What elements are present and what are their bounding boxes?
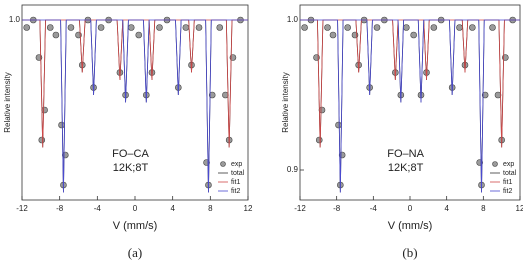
x-tick-label: 4 [170, 204, 175, 213]
data-point [489, 24, 496, 31]
data-point [195, 24, 203, 31]
x-tick-label: -12 [16, 204, 28, 213]
legend-marker [220, 161, 226, 167]
x-tick-label: -12 [294, 204, 306, 213]
annotation: 12K;8T [113, 162, 149, 174]
x-axis-label: V (mm/s) [388, 220, 433, 232]
data-point [38, 136, 46, 144]
y-axis-label: Relative intensity [3, 72, 12, 132]
data-point [329, 31, 337, 39]
legend-label: exp [503, 161, 514, 168]
legend-label: fit2 [503, 188, 512, 195]
fit-line [300, 19, 520, 193]
data-point [410, 31, 417, 39]
data-point [301, 24, 308, 31]
data-point [494, 91, 502, 99]
data-point [135, 31, 143, 39]
data-point [156, 24, 163, 31]
x-tick-label: 0 [133, 204, 138, 213]
annotation: FO–CA [112, 148, 149, 160]
fit-line [22, 19, 248, 193]
panel-label: (a) [128, 245, 142, 260]
data-point [315, 136, 323, 144]
x-tick-label: 8 [208, 204, 213, 213]
data-point [430, 24, 438, 31]
fit-line [22, 19, 248, 148]
y-axis-label: Relative intensity [281, 72, 290, 132]
y-tick-label: 0.9 [287, 165, 299, 174]
y-tick-label: 1.0 [9, 15, 21, 24]
legend-label: exp [231, 161, 242, 168]
data-point [97, 24, 105, 31]
x-tick-label: 12 [244, 204, 253, 213]
x-tick-label: 12 [516, 204, 523, 213]
x-tick-label: 0 [408, 204, 413, 213]
legend-label: fit1 [231, 179, 240, 186]
data-point [58, 121, 65, 129]
data-point [216, 24, 224, 31]
data-point [373, 24, 381, 31]
fit-line [300, 19, 520, 148]
legend-label: fit1 [503, 179, 512, 186]
x-tick-label: -4 [94, 204, 102, 213]
data-point [318, 106, 326, 114]
x-axis-label: V (mm/s) [113, 220, 158, 232]
data-point [182, 24, 190, 31]
data-point [23, 24, 31, 31]
data-point [208, 91, 216, 99]
legend-label: fit2 [231, 188, 240, 195]
data-point [324, 24, 331, 31]
x-tick-label: 4 [444, 204, 449, 213]
data-point [469, 24, 476, 31]
annotation: FO–NA [387, 148, 424, 160]
annotation: 12K;8T [388, 162, 424, 174]
data-point [41, 106, 48, 114]
x-tick-label: -4 [370, 204, 378, 213]
legend-label: total [503, 170, 517, 177]
data-point [481, 91, 489, 99]
data-point [222, 91, 229, 99]
data-point [335, 121, 342, 129]
data-point [127, 24, 135, 31]
data-point [456, 24, 463, 31]
x-tick-label: -8 [56, 204, 64, 213]
x-tick-label: -8 [333, 204, 341, 213]
data-point [67, 24, 75, 31]
data-point [403, 24, 410, 31]
data-point [52, 31, 60, 39]
y-tick-label: 1.0 [287, 15, 299, 24]
x-tick-label: 8 [481, 204, 486, 213]
panel-label: (b) [402, 245, 417, 260]
legend-label: total [231, 170, 245, 177]
legend-marker [492, 161, 498, 167]
data-point [46, 24, 54, 31]
data-point [344, 24, 351, 31]
